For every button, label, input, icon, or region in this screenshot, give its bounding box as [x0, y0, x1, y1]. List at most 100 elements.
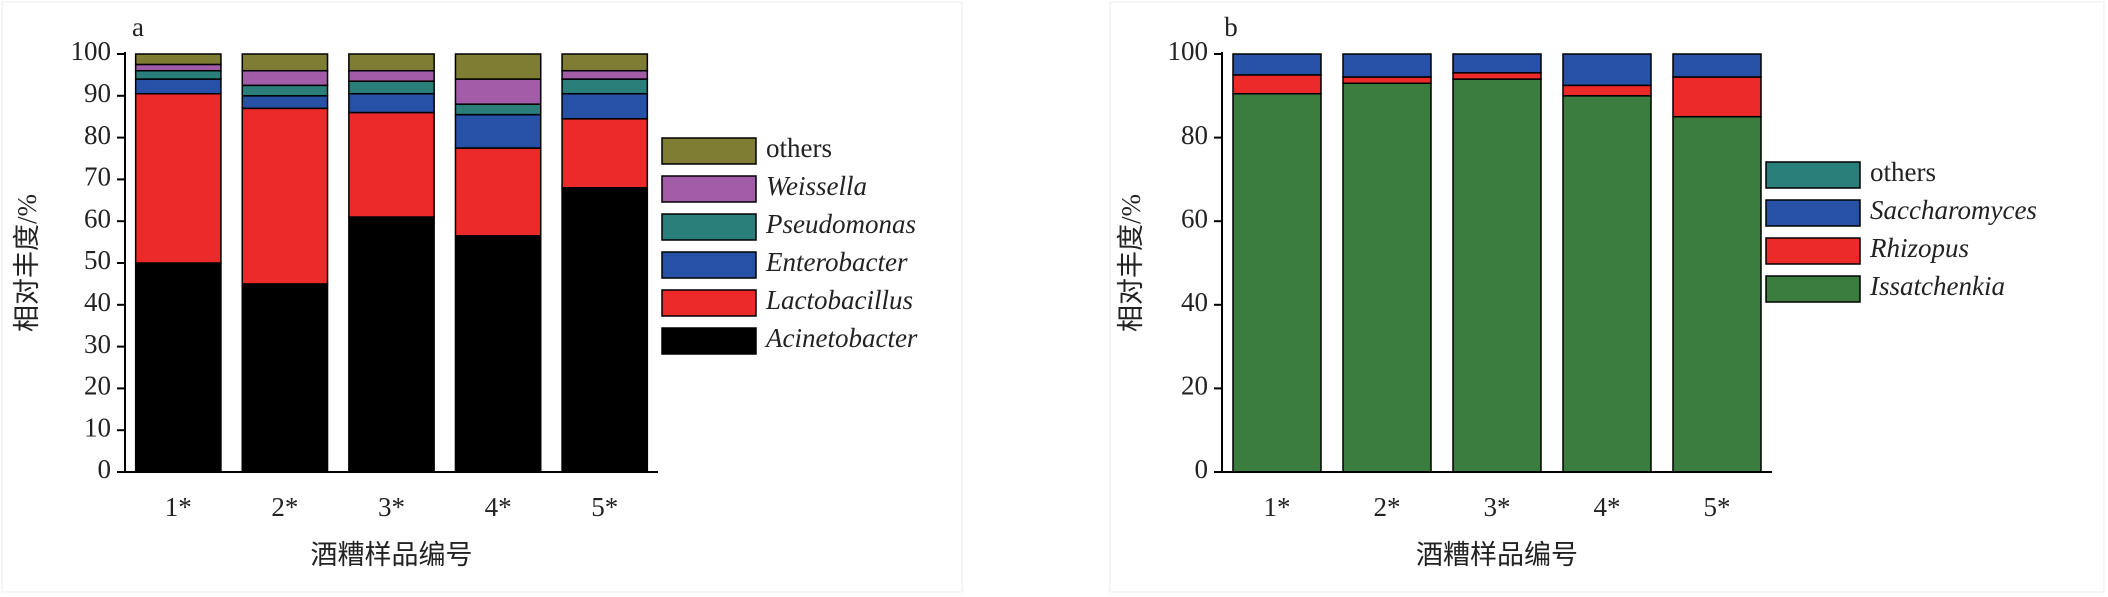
y-tick-label: 50 — [84, 245, 111, 275]
y-tick-label: 60 — [1181, 203, 1208, 233]
bar-segment — [241, 107, 329, 285]
bar-segment — [241, 283, 329, 473]
legend-swatch — [1765, 161, 1861, 189]
x-tick-label: 2* — [1374, 492, 1401, 522]
x-tick-label: 3* — [1484, 492, 1511, 522]
bar-segment — [348, 53, 435, 72]
bar-segment — [134, 92, 222, 264]
y-tick-label: 70 — [84, 162, 111, 192]
y-tick-label: 20 — [84, 371, 111, 401]
legend-label: Rhizopus — [1869, 233, 1969, 263]
panel-label: b — [1224, 12, 1238, 42]
x-axis-label: 酒糟样品编号 — [311, 540, 473, 570]
bar-segment — [454, 147, 542, 237]
bar-segment — [241, 95, 329, 110]
y-tick-label: 90 — [84, 78, 111, 108]
bar-segment — [1452, 72, 1542, 80]
x-tick-label: 5* — [591, 492, 618, 522]
bar-segment — [1452, 78, 1542, 473]
bar-segment — [561, 187, 649, 473]
x-tick-label: 4* — [1594, 492, 1621, 522]
y-tick-label: 0 — [98, 454, 112, 484]
bar-segment — [241, 53, 329, 72]
bar-segment — [348, 111, 435, 218]
bar-segment — [1342, 82, 1432, 473]
x-axis-label: 酒糟样品编号 — [1416, 540, 1578, 570]
panel-frame — [1109, 1, 2105, 593]
bar-segment — [454, 103, 542, 116]
legend-label: Pseudomonas — [765, 209, 916, 239]
bar-segment — [454, 78, 542, 105]
legend-label: Acinetobacter — [764, 323, 918, 353]
y-tick-label: 100 — [71, 36, 112, 66]
x-tick-label: 3* — [378, 492, 405, 522]
panel-frame — [1, 1, 963, 593]
bar-segment — [241, 84, 329, 97]
bar-segment — [134, 78, 222, 95]
legend-swatch — [1765, 237, 1861, 265]
bar-segment — [454, 113, 542, 149]
y-tick-label: 0 — [1195, 454, 1209, 484]
bar-segment — [134, 63, 222, 72]
legend-swatch — [1765, 199, 1861, 227]
bar-segment — [134, 69, 222, 80]
bar-segment — [561, 78, 649, 95]
bar-segment — [1342, 53, 1432, 78]
legend-swatch — [661, 213, 757, 241]
legend-swatch — [661, 327, 757, 355]
bar-segment — [134, 262, 222, 473]
legend-swatch — [661, 175, 757, 203]
bar-segment — [348, 92, 435, 114]
bar-segment — [1562, 95, 1652, 473]
y-axis-label: 相对丰度/% — [12, 194, 42, 332]
x-tick-label: 1* — [165, 492, 192, 522]
bar-segment — [454, 235, 542, 473]
y-tick-label: 80 — [84, 120, 111, 150]
bar-segment — [561, 53, 649, 72]
legend-label: Weissella — [766, 171, 867, 201]
legend-label: others — [766, 133, 832, 163]
bar-segment — [1672, 76, 1762, 118]
bar-segment — [1232, 74, 1322, 95]
y-tick-label: 10 — [84, 412, 111, 442]
bar-segment — [1672, 53, 1762, 78]
legend-swatch — [1765, 275, 1861, 303]
y-tick-label: 30 — [84, 329, 111, 359]
legend-swatch — [661, 137, 757, 165]
y-axis-label: 相对丰度/% — [1116, 194, 1146, 332]
legend-label: others — [1870, 157, 1936, 187]
legend-swatch — [661, 289, 757, 317]
bar-segment — [241, 69, 329, 87]
y-tick-label: 60 — [84, 203, 111, 233]
bar-segment — [348, 216, 435, 473]
bar-segment — [1672, 115, 1762, 473]
x-tick-label: 4* — [485, 492, 512, 522]
bar-segment — [134, 53, 222, 66]
x-tick-label: 1* — [1264, 492, 1291, 522]
legend-label: Lactobacillus — [765, 285, 913, 315]
legend-swatch — [661, 251, 757, 279]
legend-label: Issatchenkia — [1869, 271, 2005, 301]
bar-segment — [561, 118, 649, 189]
bar-segment — [561, 69, 649, 80]
bar-segment — [1232, 53, 1322, 76]
x-tick-label: 5* — [1704, 492, 1731, 522]
y-tick-label: 20 — [1181, 371, 1208, 401]
bar-segment — [454, 53, 542, 80]
bar-segment — [1562, 84, 1652, 97]
x-tick-label: 2* — [271, 492, 298, 522]
y-tick-label: 100 — [1168, 36, 1209, 66]
y-tick-label: 80 — [1181, 120, 1208, 150]
bar-segment — [348, 69, 435, 82]
bar-segment — [1562, 53, 1652, 87]
bar-segment — [348, 80, 435, 95]
y-tick-label: 40 — [84, 287, 111, 317]
y-tick-label: 40 — [1181, 287, 1208, 317]
bar-segment — [1232, 92, 1322, 473]
bar-segment — [561, 92, 649, 120]
legend-label: Saccharomyces — [1870, 195, 2037, 225]
bar-segment — [1452, 53, 1542, 74]
bar-segment — [1342, 76, 1432, 85]
legend-label: Enterobacter — [765, 247, 908, 277]
